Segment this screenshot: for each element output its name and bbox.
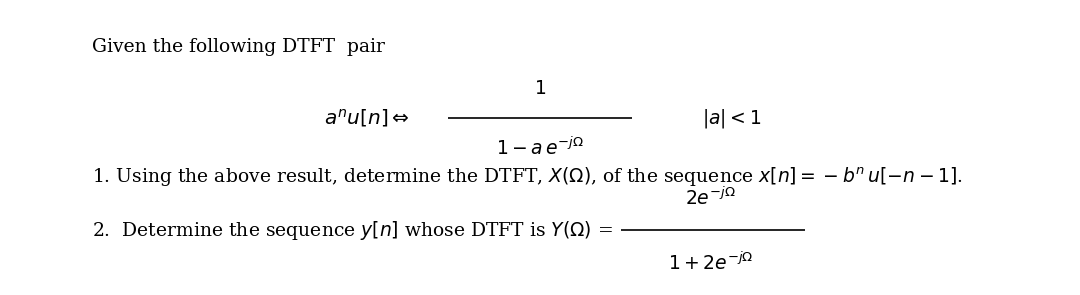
Text: $a^nu[n] \Leftrightarrow$: $a^nu[n] \Leftrightarrow$ [324,107,409,129]
Text: $1+2e^{-j\Omega}$: $1+2e^{-j\Omega}$ [667,251,754,274]
Text: $1$: $1$ [534,79,546,98]
Text: 2.  Determine the sequence $y[n]$ whose DTFT is $Y(\Omega)$ =: 2. Determine the sequence $y[n]$ whose D… [92,219,612,242]
Text: $|a| < 1$: $|a| < 1$ [702,106,761,130]
Text: $1-a\,e^{-j\Omega}$: $1-a\,e^{-j\Omega}$ [496,136,584,159]
Text: 1. Using the above result, determine the DTFT, $X(\Omega)$, of the sequence $x[n: 1. Using the above result, determine the… [92,165,962,189]
Text: $2e^{-j\Omega}$: $2e^{-j\Omega}$ [686,186,735,209]
Text: Given the following DTFT  pair: Given the following DTFT pair [92,38,384,56]
